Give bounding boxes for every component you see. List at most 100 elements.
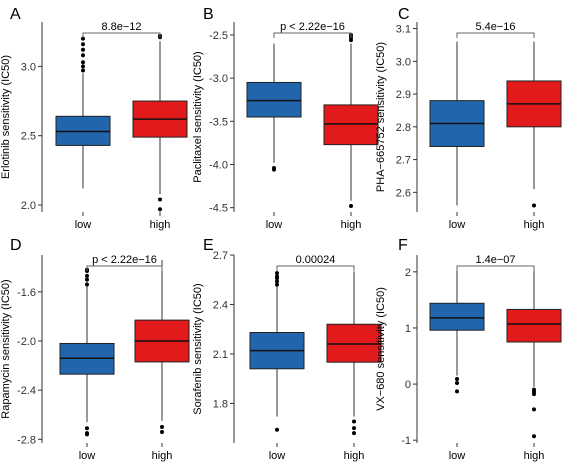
outlier-point (352, 431, 356, 436)
panel-letter: A (10, 6, 21, 23)
box-low (429, 302, 485, 331)
x-tick-label-low: low (266, 219, 283, 231)
significance-bracket (82, 32, 161, 38)
significance-bracket (456, 265, 535, 271)
y-tick-label: -2.5 (209, 30, 228, 42)
x-tick-label-low: low (75, 219, 92, 231)
outlier-point (81, 64, 85, 69)
panel-a: A Erlotinib sensitivity (IC50) 8.8e−12 l… (0, 6, 188, 231)
outlier-point (532, 434, 536, 439)
outlier-point (85, 273, 89, 278)
y-tick-label: 2.7 (396, 155, 411, 167)
outlier-point (81, 36, 85, 41)
y-axis-label: Rapamycin sensitivity (IC50) (0, 279, 12, 418)
box-low (246, 81, 302, 118)
p-value-label: 1.4e−07 (475, 254, 515, 266)
significance-bracket (456, 32, 535, 38)
panel-b: B Paclitaxel sensitivity (IC50) p < 2.22… (192, 6, 379, 231)
y-tick-label: -4.0 (209, 160, 228, 172)
outlier-point (275, 427, 279, 432)
y-tick-label: 2.5 (21, 131, 36, 143)
outlier-point (275, 274, 279, 279)
y-tick-label: 2.4 (213, 299, 228, 311)
significance-bracket (276, 265, 355, 271)
outlier-point (455, 389, 459, 394)
y-tick-label: 2.8 (396, 122, 411, 134)
panel-letter: C (398, 6, 410, 23)
panel-d: D Rapamycin sensitivity (IC50) p < 2.22e… (0, 237, 190, 462)
y-tick-label: 1.8 (213, 398, 228, 410)
x-tick-label-high: high (524, 450, 545, 462)
outlier-point (349, 203, 353, 208)
outlier-point (81, 42, 85, 47)
y-tick-label: 2.7 (213, 250, 228, 262)
significance-bracket (86, 265, 163, 271)
p-value-label: 0.00024 (296, 254, 336, 266)
panel-letter: D (10, 237, 22, 254)
panel-f: F VX−680 sensitivity (IC50) 1.4e−07 low … (375, 237, 562, 462)
outlier-point (532, 392, 536, 397)
y-tick-label: 0 (405, 379, 411, 391)
x-tick-label-low: low (449, 219, 466, 231)
panel-e: E Sorafenib sensitivity (IC50) 0.00024 l… (192, 237, 382, 462)
outlier-point (455, 380, 459, 385)
y-tick-label: -1.6 (17, 287, 36, 299)
y-axis-label: Erlotinib sensitivity (IC50) (0, 55, 12, 179)
outlier-point (85, 426, 89, 431)
y-tick-label: 1 (405, 323, 411, 335)
box-high (506, 308, 562, 343)
y-tick-label: -2.8 (17, 434, 36, 446)
y-tick-label: -3.0 (209, 73, 228, 85)
y-tick-label: 2.6 (396, 187, 411, 199)
outlier-point (85, 282, 89, 287)
y-tick-label: 2.1 (213, 349, 228, 361)
x-tick-label-high: high (524, 219, 545, 231)
outlier-point (81, 53, 85, 58)
outlier-point (455, 377, 459, 382)
significance-bracket (273, 32, 352, 38)
p-value-label: p < 2.22e−16 (92, 254, 157, 266)
y-tick-label: 3.0 (396, 56, 411, 68)
outlier-point (532, 407, 536, 412)
outlier-point (275, 282, 279, 287)
outlier-point (81, 68, 85, 73)
y-tick-label: -4.5 (209, 203, 228, 215)
panel-c: C PHA−665752 sensitivity (IC50) 5.4e−16 … (375, 6, 562, 231)
y-axis-label: Sorafenib sensitivity (IC50) (192, 283, 204, 414)
y-tick-label: -2.0 (17, 336, 36, 348)
outlier-point (81, 60, 85, 65)
outlier-point (81, 47, 85, 52)
x-tick-label-high: high (150, 219, 171, 231)
x-tick-label-high: high (344, 450, 365, 462)
y-axis-label: VX−680 sensitivity (IC50) (375, 287, 387, 411)
x-tick-label-low: low (449, 450, 466, 462)
outlier-point (160, 425, 164, 430)
outlier-point (275, 271, 279, 276)
y-tick-label: 2.0 (21, 200, 36, 212)
y-tick-label: 3.1 (396, 24, 411, 36)
y-tick-label: 2.9 (396, 89, 411, 101)
outlier-point (275, 279, 279, 284)
y-tick-label: 3.0 (21, 61, 36, 73)
outlier-point (160, 429, 164, 434)
x-tick-label-high: high (152, 450, 173, 462)
outlier-point (352, 426, 356, 431)
y-tick-label: 2 (405, 267, 411, 279)
outlier-point (85, 432, 89, 437)
y-tick-label: -1 (401, 435, 411, 447)
y-axis-label: Paclitaxel sensitivity (IC50) (192, 51, 204, 182)
y-axis-label: PHA−665752 sensitivity (IC50) (375, 42, 387, 192)
outlier-point (272, 167, 276, 172)
y-tick-label: -2.4 (17, 385, 36, 397)
box-high (326, 323, 382, 363)
outlier-point (85, 277, 89, 282)
p-value-label: 8.8e−12 (101, 21, 141, 33)
x-tick-label-low: low (269, 450, 286, 462)
outlier-point (349, 38, 353, 43)
outlier-point (532, 203, 536, 208)
x-tick-label-low: low (79, 450, 96, 462)
box-high (323, 104, 379, 146)
y-tick-label: -3.5 (209, 116, 228, 128)
panel-letter: B (203, 6, 214, 23)
